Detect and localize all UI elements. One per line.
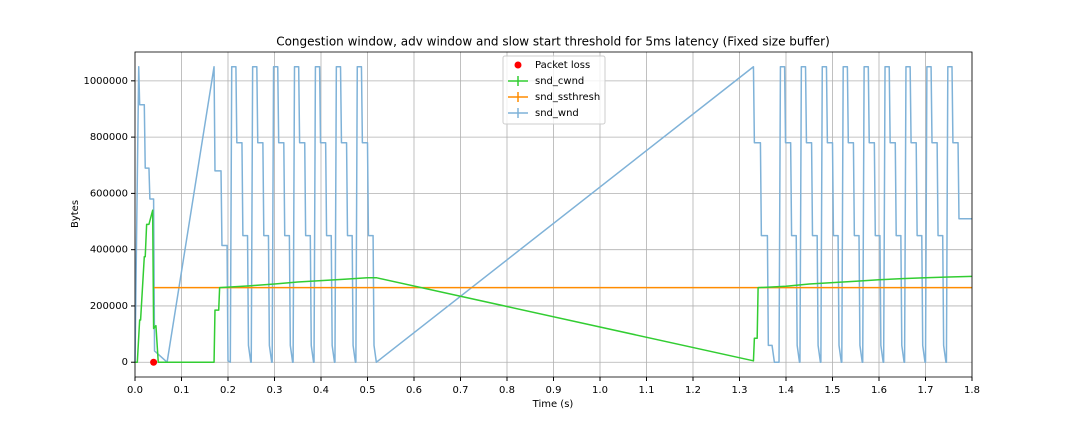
legend-box bbox=[502, 55, 606, 125]
y-tick-label: 400000 bbox=[90, 245, 128, 256]
ticks: 0.0 0.1 0.2 0.3 0.4 0.5 0.6 0.7 0.8 0.9 1.0 1.1 1.2 1… bbox=[83, 76, 980, 396]
x-tick-label: 1.1 bbox=[639, 385, 655, 396]
chart-title: Congestion window, adv window and slow s… bbox=[276, 35, 830, 49]
series-line bbox=[134, 66, 972, 363]
y-tick-label: 800000 bbox=[90, 132, 128, 143]
x-tick-label: 0.3 bbox=[267, 385, 283, 396]
y-tick-label: 1000000 bbox=[83, 76, 128, 87]
legend-label: Packet loss bbox=[535, 60, 590, 71]
series-line bbox=[135, 209, 973, 363]
x-tick-label: 0.7 bbox=[453, 385, 469, 396]
x-tick-label: 0.5 bbox=[360, 385, 376, 396]
plot bbox=[134, 66, 973, 366]
legend-marker bbox=[514, 61, 522, 69]
x-tick-label: 0.0 bbox=[127, 385, 143, 396]
y-axis-label: Bytes bbox=[70, 200, 81, 228]
x-tick-label: 1.2 bbox=[685, 385, 701, 396]
x-tick-label: 0.9 bbox=[546, 385, 562, 396]
x-axis-label: Time (s) bbox=[532, 399, 574, 410]
legend-label: snd_ssthresh bbox=[535, 92, 600, 103]
x-tick-label: 1.3 bbox=[732, 385, 748, 396]
y-tick-label: 600000 bbox=[90, 188, 128, 199]
x-tick-label: 1.5 bbox=[825, 385, 841, 396]
legend-label: snd_wnd bbox=[535, 108, 579, 119]
x-tick-label: 0.8 bbox=[499, 385, 515, 396]
x-tick-label: 0.1 bbox=[174, 385, 190, 396]
y-tick-label: 200000 bbox=[90, 301, 128, 312]
x-tick-label: 1.7 bbox=[918, 385, 934, 396]
x-tick-label: 0.2 bbox=[220, 385, 236, 396]
x-tick-label: 1.4 bbox=[778, 385, 794, 396]
legend: Packet loss snd_cwnd snd_ssthresh snd_wnd bbox=[502, 55, 606, 125]
x-tick-label: 0.6 bbox=[406, 385, 422, 396]
x-tick-label: 0.4 bbox=[313, 385, 329, 396]
x-tick-label: 1.0 bbox=[592, 385, 608, 396]
x-tick-label: 1.6 bbox=[871, 385, 887, 396]
x-tick-label: 1.8 bbox=[964, 385, 980, 396]
y-tick-label: 0 bbox=[122, 357, 128, 368]
data-point bbox=[150, 358, 158, 366]
legend-label: snd_cwnd bbox=[535, 76, 584, 87]
